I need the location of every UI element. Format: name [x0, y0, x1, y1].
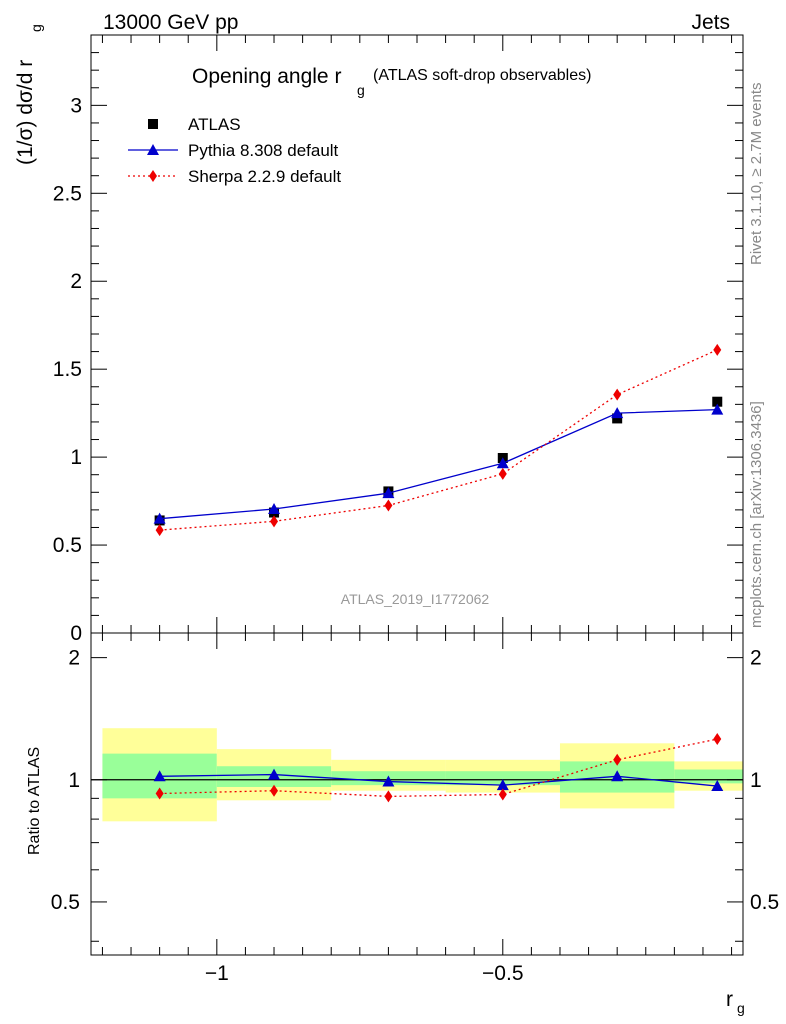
data-point: [496, 457, 509, 469]
ratio-y-label: Ratio to ATLAS: [26, 747, 43, 855]
ratio-band-inner: [674, 769, 743, 784]
ratio-point: [496, 779, 509, 791]
data-point: [382, 487, 395, 499]
series-layer: [128, 119, 724, 803]
side-text-group: mcplots.cern.ch [arXiv:1306.3436]: [748, 401, 765, 628]
y-tick-label: 1.5: [53, 358, 82, 381]
y-tick-label: 2.5: [53, 182, 82, 205]
x-tick-label: −1: [205, 962, 229, 985]
chart-title: Opening angle r: [192, 65, 341, 88]
ratio-point: [711, 780, 724, 792]
x-axis-label-sub: g: [737, 1000, 745, 1016]
y-tick-label: 3: [70, 94, 82, 117]
watermark: ATLAS_2019_I1772062: [341, 591, 490, 607]
y-tick-label: 1: [70, 446, 82, 469]
ratio-line-0: [159, 773, 718, 787]
data-point: [155, 524, 164, 537]
ratio-point: [613, 753, 622, 766]
header-left: 13000 GeV pp: [103, 11, 238, 34]
data-point: [711, 403, 724, 415]
ratio-y-tick-label-right: 1: [750, 769, 762, 792]
side-text-group: Rivet 3.1.10, ≥ 2.7M events: [748, 83, 765, 266]
ratio-y-tick-label: 2: [68, 647, 80, 670]
ratio-point: [153, 770, 166, 782]
ratio-y-tick-label-right: 2: [750, 647, 762, 670]
ratio-point: [155, 787, 164, 800]
legend-marker: [149, 170, 157, 182]
data-point: [153, 512, 166, 524]
ratio-point: [498, 788, 507, 801]
data-point: [268, 503, 281, 515]
ratio-point: [611, 770, 624, 782]
y-axis-label-sub: g: [28, 24, 44, 32]
mcplots-side-text: mcplots.cern.ch [arXiv:1306.3436]: [748, 401, 765, 628]
x-tick-label: −0.5: [482, 962, 523, 985]
data-point: [498, 467, 507, 480]
data-point: [611, 407, 624, 419]
data-point: [270, 515, 279, 528]
legend-entry: ATLAS: [188, 115, 241, 134]
legend-marker: [147, 144, 159, 155]
ratio-point: [384, 790, 393, 803]
ratio-bands: [102, 728, 743, 822]
chart-title-rest: (ATLAS soft-drop observables): [373, 67, 591, 84]
ratio-label-group: Ratio to ATLAS: [26, 747, 43, 855]
legend-marker: [148, 119, 158, 129]
ratio-point: [268, 768, 281, 780]
axes: [90, 34, 744, 956]
data-point: [384, 499, 393, 512]
y-axis-label: (1/σ) dσ/d r: [14, 60, 37, 165]
data-point: [613, 388, 622, 401]
legend-entry: Pythia 8.308 default: [188, 141, 339, 160]
text-layer: −1 −0.5 0 0.5 1 1.5 2 2.5 3 0.5 0.5 1 1 2 2 ATLAS Pythia…: [14, 11, 779, 1016]
ratio-point: [270, 784, 279, 797]
series-line-1: [159, 408, 718, 520]
header-right: Jets: [691, 11, 730, 34]
x-axis-label: r: [726, 988, 733, 1011]
y-tick-label: 0: [70, 622, 82, 645]
ratio-y-tick-label-right: 0.5: [750, 891, 779, 914]
ratio-point: [382, 775, 395, 787]
legend-entry: Sherpa 2.2.9 default: [188, 167, 341, 186]
series-line-2: [159, 349, 718, 531]
data-point: [712, 396, 723, 407]
data-point: [713, 343, 722, 356]
rivet-side-text: Rivet 3.1.10, ≥ 2.7M events: [748, 83, 765, 266]
ratio-y-tick-label: 1: [68, 769, 80, 792]
data-point: [612, 413, 623, 424]
y-axis-label-group: (1/σ) dσ/d r g: [14, 24, 44, 165]
y-tick-label: 0.5: [53, 534, 82, 557]
chart-title-sub: g: [357, 82, 365, 98]
ratio-band-inner: [445, 771, 560, 786]
ratio-y-tick-label: 0.5: [51, 891, 80, 914]
ratio-line-1: [159, 738, 718, 798]
ratio-point: [713, 733, 722, 746]
y-tick-label: 2: [70, 270, 82, 293]
